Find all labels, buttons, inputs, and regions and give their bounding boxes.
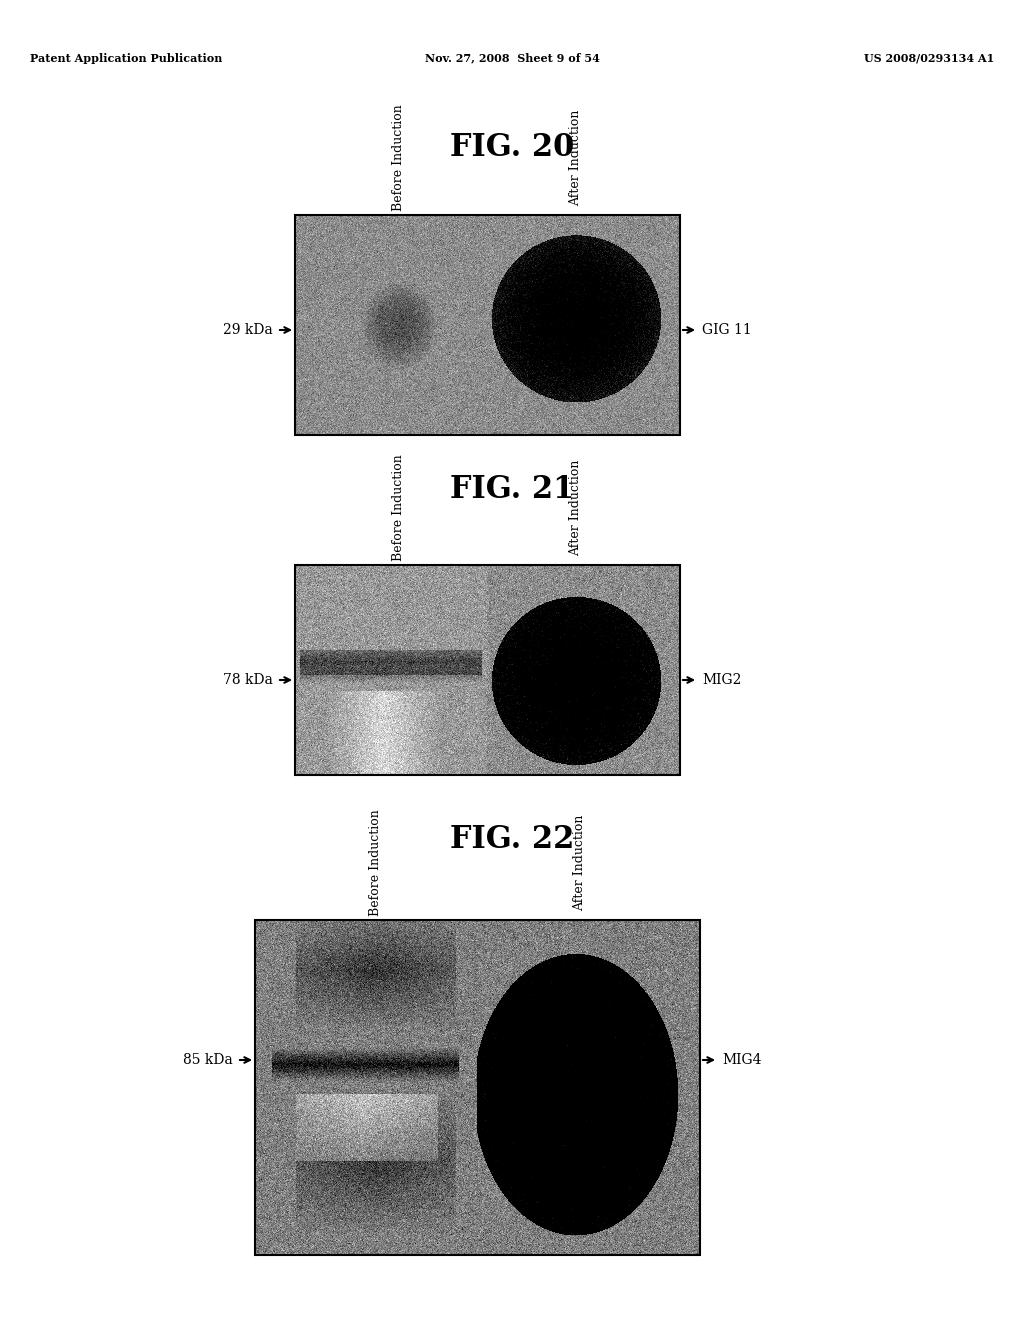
- Text: GIG 11: GIG 11: [702, 323, 752, 337]
- Text: FIG. 20: FIG. 20: [450, 132, 574, 164]
- Text: After Induction: After Induction: [573, 814, 587, 911]
- Text: MIG4: MIG4: [722, 1053, 762, 1067]
- Text: FIG. 21: FIG. 21: [450, 474, 574, 506]
- Bar: [295, 565, 680, 775]
- Text: FIG. 22: FIG. 22: [450, 825, 574, 855]
- Bar: [295, 215, 680, 436]
- Text: After Induction: After Induction: [569, 459, 583, 556]
- Text: After Induction: After Induction: [569, 110, 583, 206]
- Text: Patent Application Publication: Patent Application Publication: [30, 53, 222, 63]
- Text: US 2008/0293134 A1: US 2008/0293134 A1: [864, 53, 994, 63]
- Text: 78 kDa: 78 kDa: [223, 673, 273, 686]
- Text: MIG2: MIG2: [702, 673, 741, 686]
- Text: 85 kDa: 85 kDa: [183, 1053, 233, 1067]
- Text: Before Induction: Before Induction: [392, 104, 406, 211]
- Text: 29 kDa: 29 kDa: [223, 323, 273, 337]
- Text: Nov. 27, 2008  Sheet 9 of 54: Nov. 27, 2008 Sheet 9 of 54: [425, 53, 599, 63]
- Text: Before Induction: Before Induction: [369, 809, 382, 916]
- Text: Before Induction: Before Induction: [392, 454, 406, 561]
- Bar: [255, 920, 700, 1255]
